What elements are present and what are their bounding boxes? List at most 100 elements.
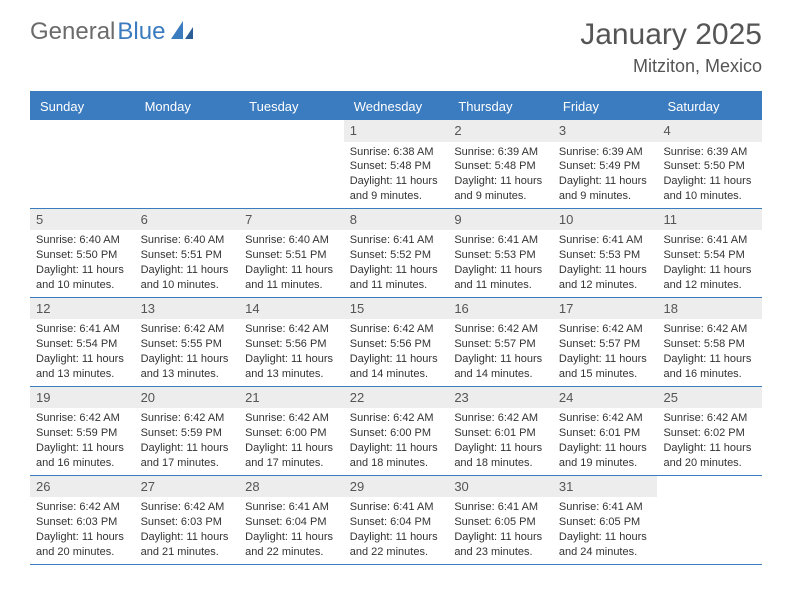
day-daylight1: Daylight: 11 hours [454, 441, 547, 456]
day-number: 30 [448, 476, 553, 498]
day-daylight2: and 18 minutes. [350, 456, 443, 471]
day-cell: 15Sunrise: 6:42 AMSunset: 5:56 PMDayligh… [344, 298, 449, 386]
day-daylight1: Daylight: 11 hours [663, 352, 756, 367]
day-daylight1: Daylight: 11 hours [36, 352, 129, 367]
day-number: 28 [239, 476, 344, 498]
day-sunset: Sunset: 6:02 PM [663, 426, 756, 441]
day-daylight2: and 11 minutes. [454, 278, 547, 293]
day-sunset: Sunset: 6:03 PM [141, 515, 234, 530]
day-daylight2: and 21 minutes. [141, 545, 234, 560]
day-sunrise: Sunrise: 6:42 AM [663, 411, 756, 426]
day-sunrise: Sunrise: 6:42 AM [350, 322, 443, 337]
weekday-header: Thursday [448, 93, 553, 120]
day-daylight2: and 16 minutes. [36, 456, 129, 471]
day-cell: 17Sunrise: 6:42 AMSunset: 5:57 PMDayligh… [553, 298, 658, 386]
logo: GeneralBlue [30, 18, 195, 46]
day-sunset: Sunset: 6:04 PM [245, 515, 338, 530]
day-body: Sunrise: 6:42 AMSunset: 5:57 PMDaylight:… [553, 319, 658, 385]
day-sunset: Sunset: 6:00 PM [350, 426, 443, 441]
day-daylight1: Daylight: 11 hours [663, 263, 756, 278]
day-body: Sunrise: 6:41 AMSunset: 5:54 PMDaylight:… [30, 319, 135, 385]
day-cell: 4Sunrise: 6:39 AMSunset: 5:50 PMDaylight… [657, 120, 762, 208]
day-sunrise: Sunrise: 6:42 AM [36, 411, 129, 426]
day-cell: 21Sunrise: 6:42 AMSunset: 6:00 PMDayligh… [239, 387, 344, 475]
day-cell: 12Sunrise: 6:41 AMSunset: 5:54 PMDayligh… [30, 298, 135, 386]
day-sunset: Sunset: 6:01 PM [454, 426, 547, 441]
day-cell [239, 120, 344, 208]
logo-text-blue: Blue [117, 18, 165, 46]
day-daylight2: and 16 minutes. [663, 367, 756, 382]
day-daylight2: and 12 minutes. [559, 278, 652, 293]
day-number: 1 [344, 120, 449, 142]
day-body: Sunrise: 6:42 AMSunset: 6:01 PMDaylight:… [553, 408, 658, 474]
day-cell: 16Sunrise: 6:42 AMSunset: 5:57 PMDayligh… [448, 298, 553, 386]
day-sunrise: Sunrise: 6:42 AM [36, 500, 129, 515]
day-sunrise: Sunrise: 6:41 AM [350, 233, 443, 248]
day-sunrise: Sunrise: 6:42 AM [454, 411, 547, 426]
day-sunrise: Sunrise: 6:41 AM [559, 233, 652, 248]
day-body: Sunrise: 6:40 AMSunset: 5:50 PMDaylight:… [30, 230, 135, 296]
day-number: 13 [135, 298, 240, 320]
day-body: Sunrise: 6:42 AMSunset: 6:00 PMDaylight:… [239, 408, 344, 474]
logo-sail-icon [169, 19, 195, 46]
day-daylight2: and 24 minutes. [559, 545, 652, 560]
day-cell: 28Sunrise: 6:41 AMSunset: 6:04 PMDayligh… [239, 476, 344, 564]
day-sunrise: Sunrise: 6:40 AM [245, 233, 338, 248]
weekday-header: Saturday [657, 93, 762, 120]
day-daylight1: Daylight: 11 hours [245, 263, 338, 278]
day-number: 10 [553, 209, 658, 231]
day-daylight2: and 13 minutes. [36, 367, 129, 382]
day-body: Sunrise: 6:42 AMSunset: 5:56 PMDaylight:… [344, 319, 449, 385]
day-daylight2: and 23 minutes. [454, 545, 547, 560]
day-sunset: Sunset: 5:57 PM [454, 337, 547, 352]
calendar: SundayMondayTuesdayWednesdayThursdayFrid… [30, 91, 762, 565]
day-daylight2: and 22 minutes. [350, 545, 443, 560]
day-number [239, 120, 344, 142]
day-daylight1: Daylight: 11 hours [454, 174, 547, 189]
day-body: Sunrise: 6:42 AMSunset: 5:58 PMDaylight:… [657, 319, 762, 385]
day-body: Sunrise: 6:39 AMSunset: 5:48 PMDaylight:… [448, 142, 553, 208]
day-sunrise: Sunrise: 6:40 AM [141, 233, 234, 248]
day-daylight2: and 10 minutes. [36, 278, 129, 293]
day-body: Sunrise: 6:41 AMSunset: 5:53 PMDaylight:… [553, 230, 658, 296]
day-daylight2: and 9 minutes. [350, 189, 443, 204]
day-cell: 8Sunrise: 6:41 AMSunset: 5:52 PMDaylight… [344, 209, 449, 297]
day-cell: 23Sunrise: 6:42 AMSunset: 6:01 PMDayligh… [448, 387, 553, 475]
day-body: Sunrise: 6:42 AMSunset: 5:59 PMDaylight:… [135, 408, 240, 474]
day-number: 12 [30, 298, 135, 320]
day-number: 29 [344, 476, 449, 498]
day-sunset: Sunset: 5:56 PM [245, 337, 338, 352]
day-body: Sunrise: 6:41 AMSunset: 6:04 PMDaylight:… [344, 497, 449, 563]
title-block: January 2025 Mitziton, Mexico [580, 18, 762, 77]
day-number [30, 120, 135, 142]
day-sunset: Sunset: 6:04 PM [350, 515, 443, 530]
day-daylight1: Daylight: 11 hours [559, 352, 652, 367]
day-cell: 27Sunrise: 6:42 AMSunset: 6:03 PMDayligh… [135, 476, 240, 564]
day-body: Sunrise: 6:39 AMSunset: 5:50 PMDaylight:… [657, 142, 762, 208]
day-sunrise: Sunrise: 6:42 AM [245, 411, 338, 426]
day-daylight2: and 22 minutes. [245, 545, 338, 560]
day-daylight1: Daylight: 11 hours [350, 441, 443, 456]
day-daylight1: Daylight: 11 hours [350, 352, 443, 367]
day-daylight2: and 13 minutes. [141, 367, 234, 382]
day-cell: 7Sunrise: 6:40 AMSunset: 5:51 PMDaylight… [239, 209, 344, 297]
day-daylight1: Daylight: 11 hours [141, 530, 234, 545]
day-daylight2: and 10 minutes. [141, 278, 234, 293]
week-row: 12Sunrise: 6:41 AMSunset: 5:54 PMDayligh… [30, 298, 762, 387]
day-cell: 18Sunrise: 6:42 AMSunset: 5:58 PMDayligh… [657, 298, 762, 386]
day-cell [30, 120, 135, 208]
day-sunset: Sunset: 5:51 PM [245, 248, 338, 263]
day-daylight1: Daylight: 11 hours [141, 352, 234, 367]
day-number: 17 [553, 298, 658, 320]
day-daylight1: Daylight: 11 hours [454, 263, 547, 278]
week-row: 19Sunrise: 6:42 AMSunset: 5:59 PMDayligh… [30, 387, 762, 476]
day-sunset: Sunset: 6:01 PM [559, 426, 652, 441]
day-daylight2: and 9 minutes. [559, 189, 652, 204]
day-sunrise: Sunrise: 6:42 AM [141, 322, 234, 337]
weekday-header: Wednesday [344, 93, 449, 120]
day-sunrise: Sunrise: 6:38 AM [350, 145, 443, 160]
day-daylight2: and 18 minutes. [454, 456, 547, 471]
day-number: 25 [657, 387, 762, 409]
day-sunrise: Sunrise: 6:41 AM [36, 322, 129, 337]
day-daylight2: and 13 minutes. [245, 367, 338, 382]
